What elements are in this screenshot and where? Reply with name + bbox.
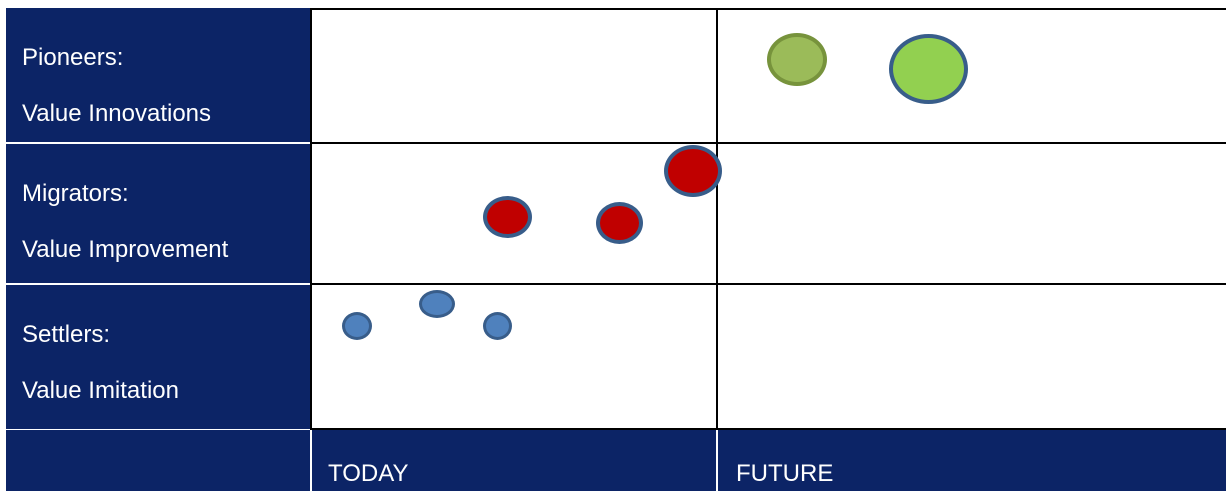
bubble-migrator-3 [664, 145, 722, 197]
bubble-settler-2 [419, 290, 455, 318]
grid-line-row1 [310, 142, 1226, 144]
row-label-pioneers-title: Pioneers: [22, 44, 124, 71]
column-label-future: FUTURE [736, 460, 834, 487]
bubble-settler-3 [483, 312, 512, 340]
bubble-settler-1 [342, 312, 372, 340]
grid-line-row3 [310, 428, 1226, 430]
row-label-settlers-subtitle: Value Imitation [22, 377, 179, 404]
column-label-today: TODAY [328, 460, 409, 487]
row-label-pioneers: Pioneers: Value Innovations [6, 8, 310, 142]
footer-divider-middle [716, 430, 718, 491]
grid-line-middle [716, 8, 718, 430]
row-label-settlers: Settlers: Value Imitation [6, 285, 310, 429]
row-label-migrators-title: Migrators: [22, 180, 129, 207]
bubble-migrator-1 [483, 196, 532, 238]
row-label-pioneers-subtitle: Value Innovations [22, 100, 212, 127]
grid-line-left [310, 8, 312, 430]
grid-line-top [310, 8, 1226, 10]
row-label-migrators-subtitle: Value Improvement [22, 236, 229, 263]
bubble-pioneer-2 [889, 34, 968, 104]
row-label-settlers-title: Settlers: [22, 321, 111, 348]
grid-line-row2 [310, 283, 1226, 285]
bubble-pioneer-1 [767, 33, 827, 86]
bubble-migrator-2 [596, 202, 643, 244]
row-label-migrators: Migrators: Value Improvement [6, 144, 310, 283]
footer-divider-left [310, 430, 312, 491]
column-footer: TODAY FUTURE [6, 430, 1226, 491]
